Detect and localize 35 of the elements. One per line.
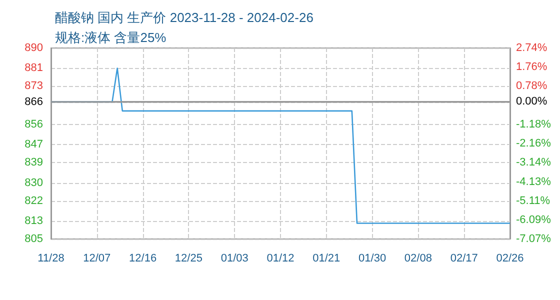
x-tick-label: 01/30	[358, 252, 386, 264]
y-tick-label: 839	[24, 156, 43, 169]
y2-tick-label: 0.00%	[516, 95, 548, 108]
x-tick-label: 02/26	[496, 252, 524, 264]
x-tick-label: 12/16	[129, 252, 157, 264]
y-tick-label: 813	[24, 215, 43, 228]
y-tick-label: 881	[24, 62, 43, 74]
y2-tick-label: -5.11%	[516, 194, 550, 207]
x-tick-label: 02/17	[450, 252, 478, 264]
x-tick-label: 01/03	[220, 252, 248, 264]
y2-tick-label: -4.13%	[516, 176, 552, 188]
y-tick-label: 866	[24, 96, 43, 108]
x-tick-label: 01/21	[312, 252, 340, 264]
x-tick-label: 01/12	[266, 252, 294, 264]
y2-tick-label: -7.07%	[516, 233, 552, 245]
x-tick-label: 02/08	[404, 252, 432, 264]
y-tick-label: 847	[24, 138, 43, 151]
y2-tick-label: 0.78%	[516, 80, 548, 92]
y2-tick-label: 1.76%	[516, 61, 548, 74]
y-tick-label: 830	[24, 176, 43, 189]
chart-title: 醋酸钠 国内 生产价 2023-11-28 - 2024-02-26	[55, 10, 314, 25]
x-tick-label: 12/25	[174, 252, 202, 264]
y2-tick-label: -6.09%	[516, 214, 552, 226]
y2-tick-label: -1.18%	[516, 118, 552, 130]
y-tick-label: 856	[24, 118, 43, 130]
x-tick-label: 11/28	[38, 252, 64, 264]
y-tick-label: 805	[24, 233, 43, 245]
y-tick-label: 873	[24, 80, 43, 92]
y-tick-label: 890	[24, 42, 43, 54]
y-tick-label: 822	[24, 194, 43, 207]
chart-subtitle: 规格:液体 含量25%	[55, 30, 167, 45]
x-tick-label: 12/07	[83, 252, 111, 264]
y2-tick-label: -2.16%	[516, 137, 552, 150]
y2-tick-label: -3.14%	[516, 156, 552, 168]
y2-tick-label: 2.74%	[516, 42, 548, 54]
